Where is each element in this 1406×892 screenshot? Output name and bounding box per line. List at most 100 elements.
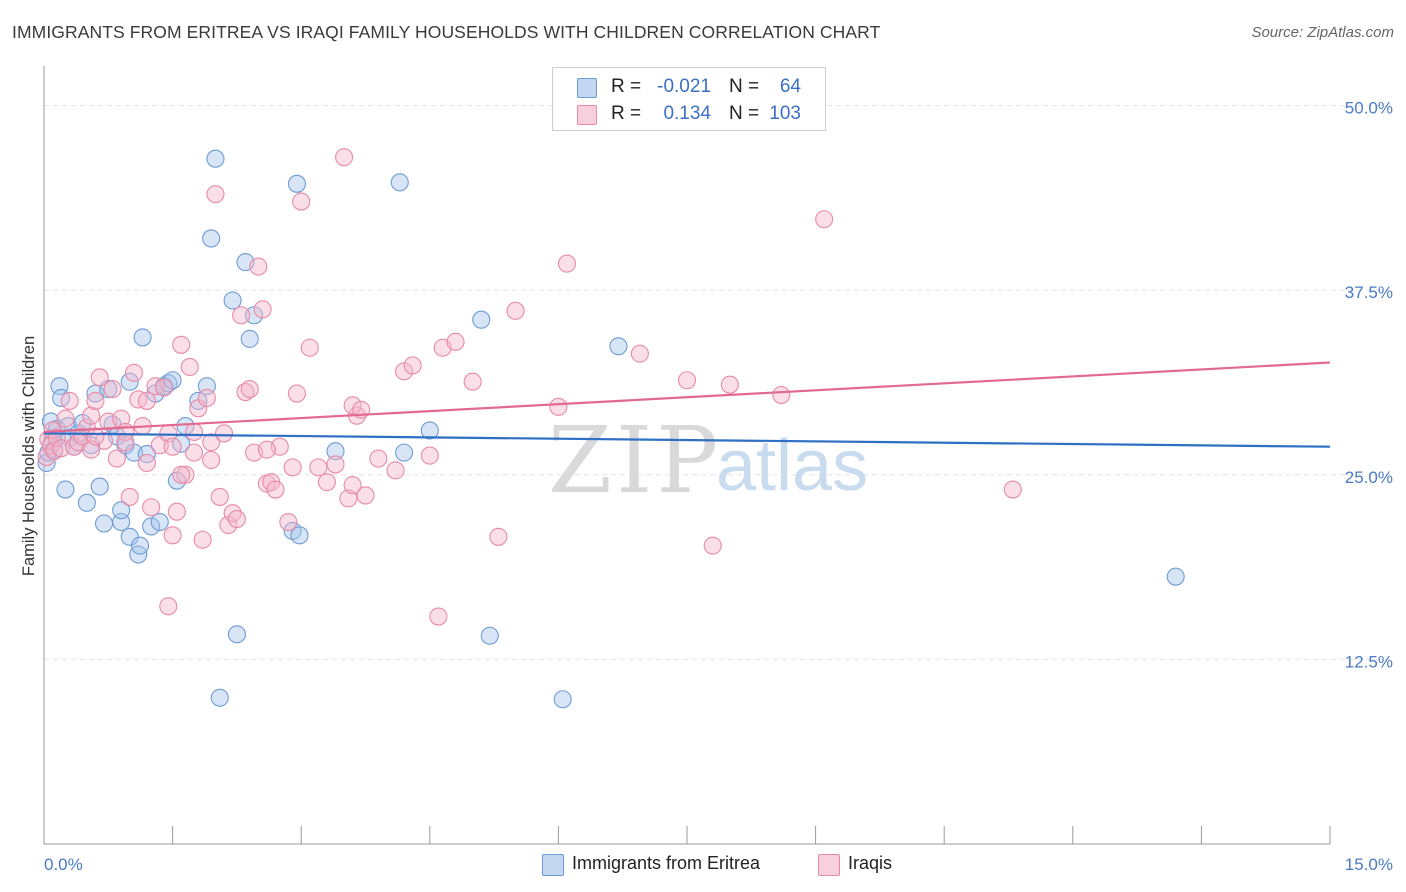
watermark-zip: ZIP [548, 407, 722, 514]
iraqis-point [309, 458, 328, 477]
iraqis-point [184, 422, 204, 441]
iraqis-point [703, 536, 722, 555]
y-axis-title: Family Households with Children [20, 336, 38, 576]
series-iraqis-points [37, 148, 1022, 626]
x-tick-label: 15.0% [1345, 855, 1393, 874]
iraqis-point [86, 391, 105, 410]
iraqis-point [557, 254, 577, 273]
iraqis-point [154, 378, 174, 397]
iraqis-point [210, 487, 229, 506]
legend-swatch-blue [577, 78, 597, 98]
iraqis-point [214, 424, 234, 443]
iraqis-point [506, 301, 525, 320]
iraqis-point [86, 427, 105, 446]
eritrea-point [472, 310, 491, 329]
iraqis-point [287, 384, 306, 403]
iraqis-point [180, 357, 199, 377]
eritrea-point [150, 512, 169, 532]
iraqis-point [163, 526, 182, 545]
y-tick-label: 12.5% [1345, 652, 1393, 671]
bottom-legend-eritrea: Immigrants from Eritrea [542, 852, 802, 878]
iraqis-point [386, 461, 405, 480]
iraqis-point [60, 391, 79, 410]
legend-swatch-pink [577, 105, 597, 125]
iraqis-point [202, 450, 221, 470]
iraqis-point [137, 453, 156, 473]
iraqis-point [283, 458, 302, 477]
iraqis-point [120, 487, 139, 506]
eritrea-point [202, 229, 221, 248]
legend-n-value: 64 [779, 76, 801, 97]
iraqis-point [193, 530, 212, 549]
eritrea-point [112, 501, 131, 520]
iraqis-point [56, 409, 75, 428]
legend-n-value: 103 [769, 103, 801, 124]
legend-n-label: N = [729, 76, 760, 97]
eritrea-point [133, 328, 152, 347]
iraqis-point [429, 607, 448, 626]
y-tick-label: 37.5% [1345, 283, 1393, 302]
iraqis-point [720, 375, 739, 394]
iraqis-point [403, 356, 422, 375]
iraqis-point [137, 391, 156, 410]
iraqis-point [232, 306, 251, 325]
iraqis-point [292, 192, 311, 211]
eritrea-point [206, 149, 225, 168]
iraqis-point [73, 427, 92, 446]
iraqis-point [335, 148, 354, 167]
eritrea-point [290, 526, 309, 545]
eritrea-point [1166, 567, 1185, 586]
correlation-legend: R = -0.021 N = 64 R = 0.134 N = 103 [552, 67, 826, 131]
eritrea-point [210, 688, 229, 707]
y-tick-label: 25.0% [1345, 468, 1393, 487]
iraqis-point [176, 465, 195, 484]
legend-r-value: 0.134 [663, 103, 711, 124]
eritrea-point [553, 690, 572, 709]
eritrea-point [240, 329, 259, 348]
iraqis-point [41, 436, 60, 455]
eritrea-point [77, 493, 96, 512]
eritrea-trend-line [43, 432, 1331, 448]
iraqis-point [240, 380, 259, 399]
legend-r-label: R = [611, 76, 642, 97]
iraqis-point [549, 397, 568, 416]
iraqis-point [257, 440, 276, 459]
watermark-atlas: atlas [716, 426, 868, 506]
iraqis-point [159, 597, 178, 616]
iraqis-point [420, 446, 439, 465]
watermark: ZIP atlas [548, 407, 868, 514]
legend-r-label: R = [611, 103, 642, 124]
iraqis-point [489, 527, 508, 546]
eritrea-point [130, 536, 150, 555]
iraqis-point [90, 368, 109, 387]
iraqis-point [343, 476, 362, 495]
eritrea-point [227, 625, 246, 644]
legend-r-value: -0.021 [657, 76, 711, 97]
iraqis-point [326, 455, 345, 474]
iraqis-point [446, 332, 465, 351]
iraqis-point [107, 449, 126, 468]
iraqis-point [103, 380, 122, 399]
eritrea-point [90, 477, 109, 496]
iraqis-point [202, 433, 221, 452]
iraqis-point [253, 300, 272, 319]
iraqis-point [356, 486, 375, 505]
eritrea-point [326, 442, 345, 461]
iraqis-point [163, 437, 182, 456]
bottom-legend-label: Iraqis [848, 853, 893, 873]
iraqis-point [124, 363, 144, 382]
iraqis-point [206, 185, 225, 204]
iraqis-point [317, 473, 336, 492]
iraqis-point [815, 210, 834, 229]
iraqis-point [142, 498, 161, 517]
eritrea-point [420, 421, 439, 440]
eritrea-point [94, 514, 114, 533]
trend-lines [43, 361, 1331, 448]
iraqis-point [249, 257, 268, 276]
iraqis-point [116, 433, 135, 452]
iraqis-point [227, 510, 246, 529]
bottom-legend-label: Immigrants from Eritrea [572, 853, 761, 873]
y-tick-label: 50.0% [1345, 99, 1393, 118]
iraqis-point [82, 406, 101, 425]
